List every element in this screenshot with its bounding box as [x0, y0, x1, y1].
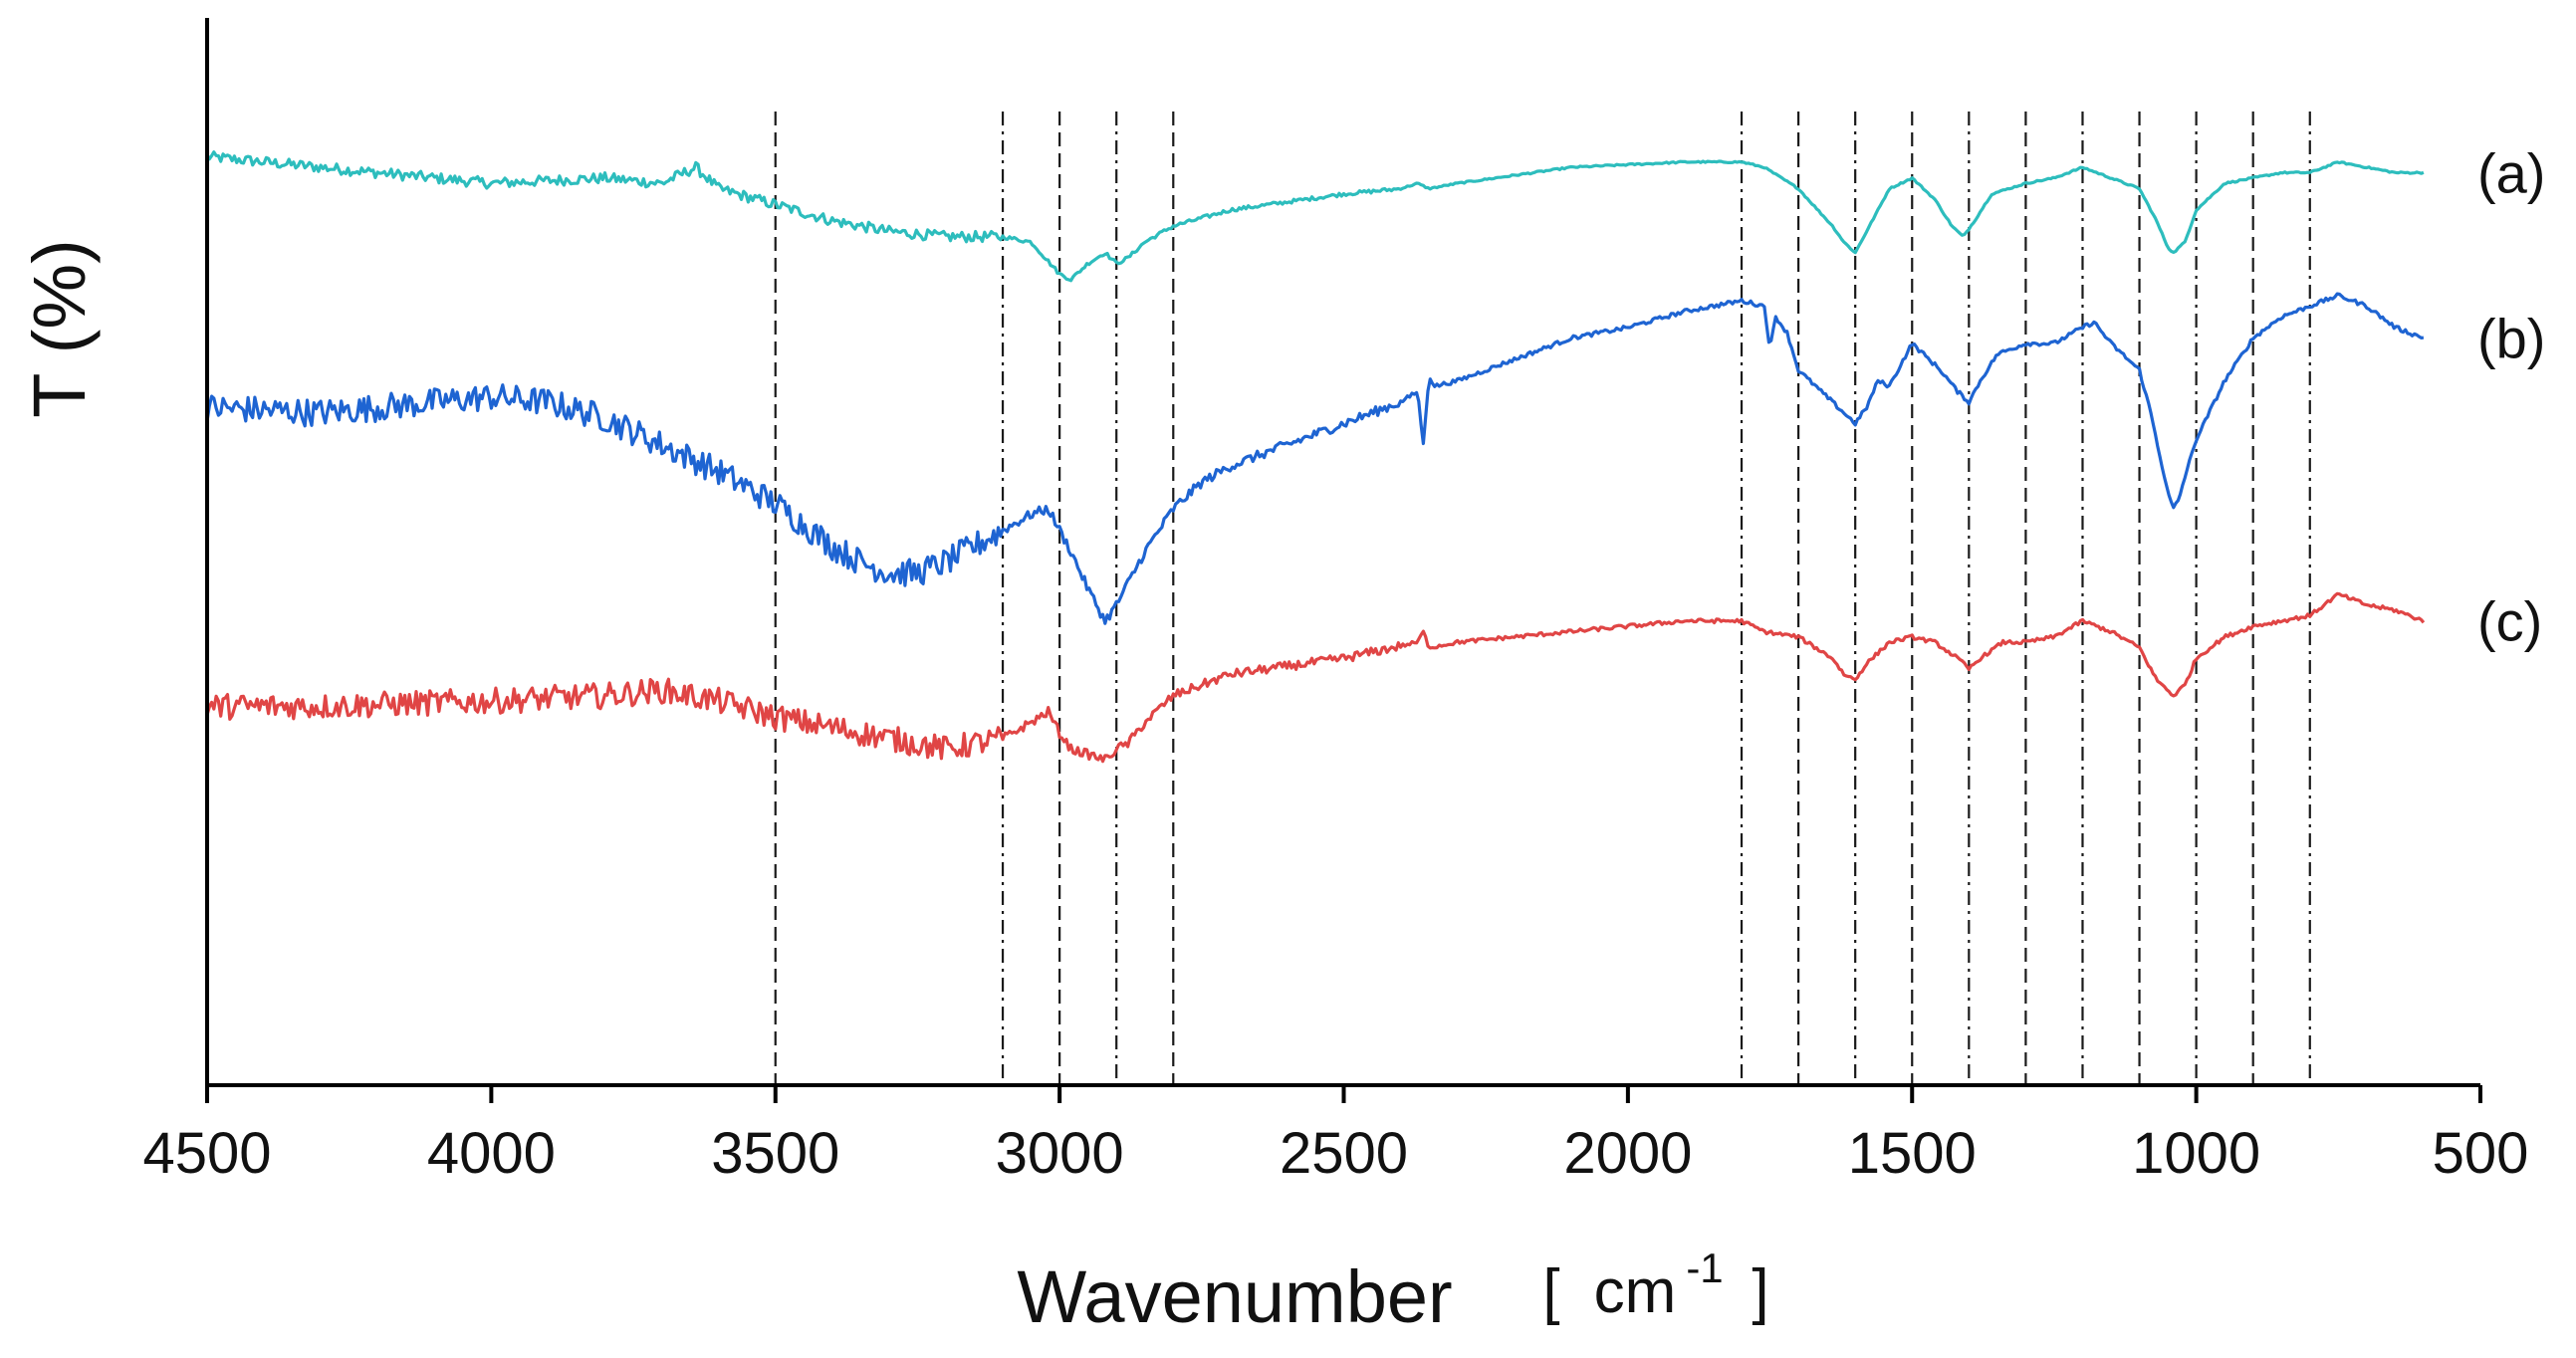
- reference-lines: [774, 112, 2311, 1085]
- x-axis-unit-close-bracket: ]: [1752, 1257, 1768, 1326]
- x-axis-title-text: Wavenumber: [1017, 1255, 1452, 1338]
- y-axis-title: T (%): [18, 239, 101, 418]
- x-axis-unit-open-bracket: [: [1542, 1257, 1559, 1326]
- axes: [205, 18, 2482, 1103]
- x-tick-label: 3500: [711, 1121, 839, 1186]
- x-tick-label: 500: [2433, 1121, 2529, 1186]
- x-tick-label: 2000: [1563, 1121, 1692, 1186]
- series-line-a: [205, 150, 2425, 283]
- x-axis-unit-exponent: -1: [1686, 1245, 1723, 1291]
- series-line-b: [205, 292, 2425, 625]
- x-axis-title: Wavenumber [ cm -1 ]: [1017, 1245, 1768, 1338]
- spectra-series: [205, 150, 2426, 764]
- x-tick-label: 2500: [1280, 1121, 1408, 1186]
- series-label-a: (a): [2477, 141, 2545, 204]
- x-tick-label: 1500: [1848, 1121, 1977, 1186]
- x-tick-label: 3000: [996, 1121, 1124, 1186]
- x-tick-label: 4000: [427, 1121, 556, 1186]
- series-label-b: (b): [2477, 308, 2545, 370]
- series-line-c: [205, 591, 2426, 764]
- x-tick-label: 4500: [142, 1121, 271, 1186]
- x-tick-labels: 4500 4000 3500 3000 2500 2000 1500 1000 500: [142, 1121, 2528, 1186]
- x-axis-unit: cm: [1594, 1257, 1677, 1326]
- series-label-c: (c): [2477, 590, 2542, 653]
- x-tick-label: 1000: [2132, 1121, 2260, 1186]
- series-labels: (a) (b) (c): [2477, 141, 2545, 652]
